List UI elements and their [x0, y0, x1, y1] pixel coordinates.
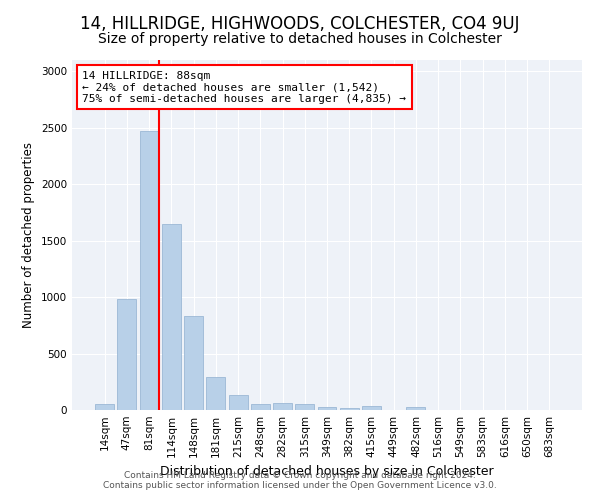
X-axis label: Distribution of detached houses by size in Colchester: Distribution of detached houses by size … [160, 466, 494, 478]
Bar [362, 406, 381, 410]
Bar [340, 408, 359, 410]
Bar [95, 404, 114, 410]
Text: Contains HM Land Registry data © Crown copyright and database right 2024.
Contai: Contains HM Land Registry data © Crown c… [103, 470, 497, 490]
Bar [162, 224, 181, 410]
Bar [118, 300, 136, 410]
Bar [206, 376, 225, 410]
Bar [251, 404, 270, 410]
Bar [273, 402, 292, 410]
Bar [140, 131, 158, 410]
Bar [184, 316, 203, 410]
Y-axis label: Number of detached properties: Number of detached properties [22, 142, 35, 328]
Text: 14, HILLRIDGE, HIGHWOODS, COLCHESTER, CO4 9UJ: 14, HILLRIDGE, HIGHWOODS, COLCHESTER, CO… [80, 15, 520, 33]
Text: Size of property relative to detached houses in Colchester: Size of property relative to detached ho… [98, 32, 502, 46]
Bar [229, 396, 248, 410]
Text: 14 HILLRIDGE: 88sqm
← 24% of detached houses are smaller (1,542)
75% of semi-det: 14 HILLRIDGE: 88sqm ← 24% of detached ho… [82, 70, 406, 104]
Bar [317, 406, 337, 410]
Bar [406, 407, 425, 410]
Bar [295, 404, 314, 410]
